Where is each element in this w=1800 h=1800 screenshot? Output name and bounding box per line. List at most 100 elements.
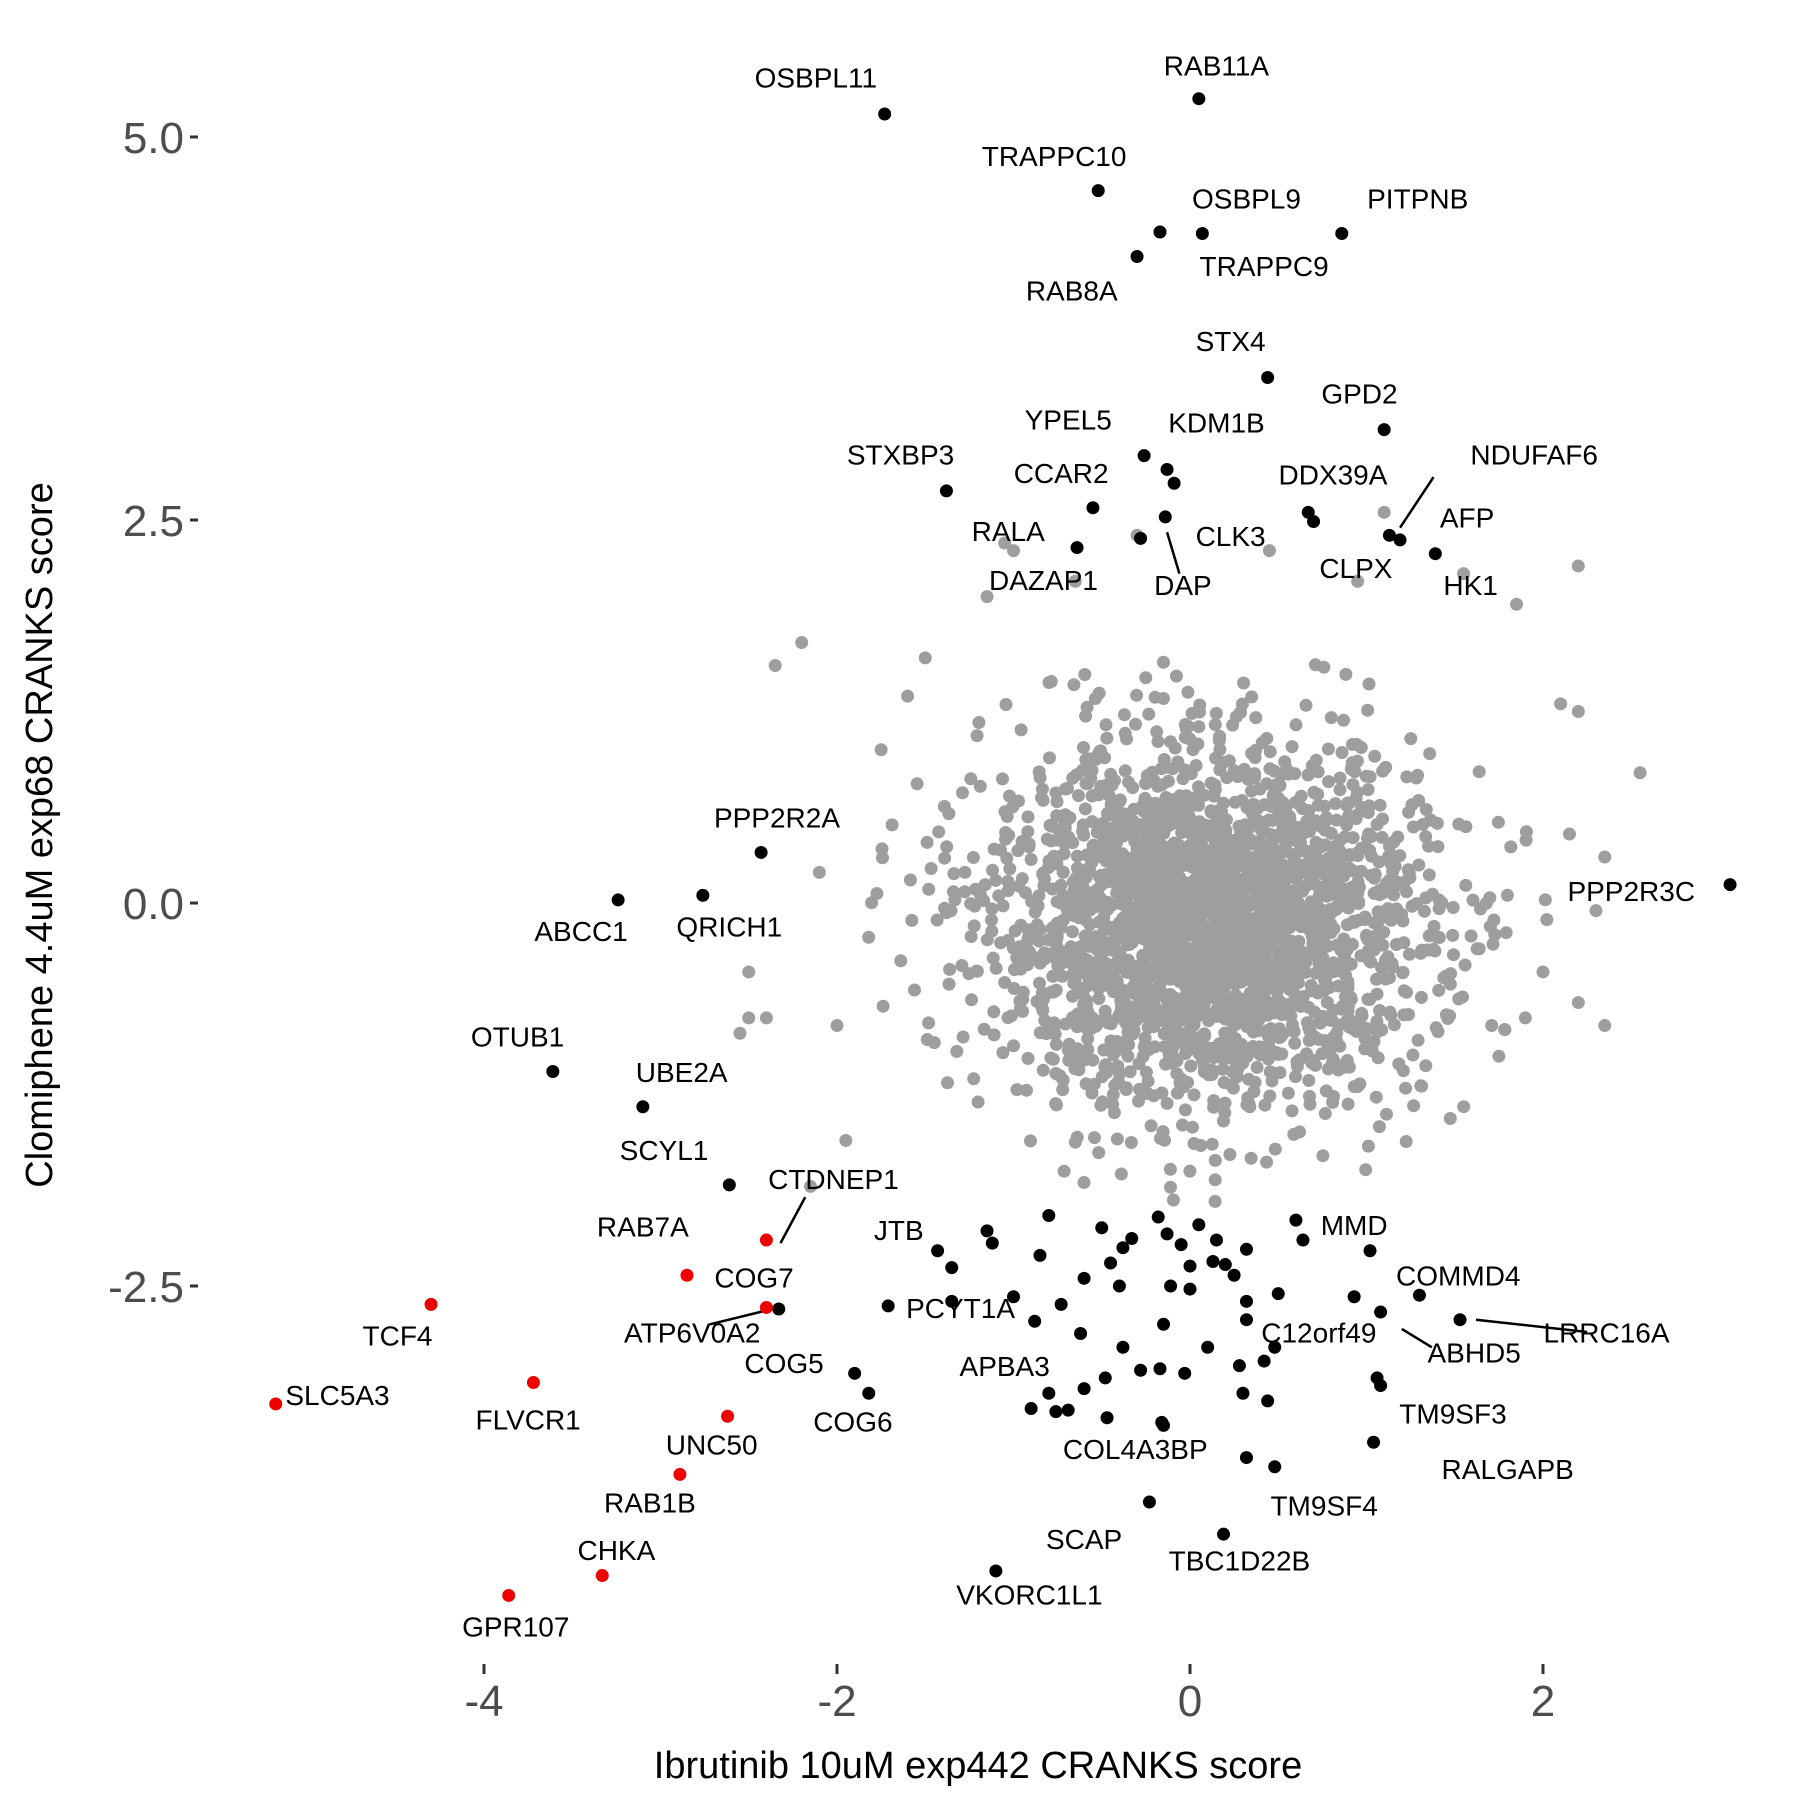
point-label: RALA (972, 516, 1045, 547)
highlighted-point (1158, 510, 1172, 524)
background-point (1370, 927, 1384, 941)
background-point (1167, 1017, 1181, 1031)
background-point (1300, 1047, 1314, 1061)
background-point (1429, 1021, 1443, 1035)
background-point (1310, 840, 1323, 854)
highlighted-point (848, 1366, 862, 1380)
background-point (1302, 1034, 1316, 1047)
point-label: LRRC16A (1544, 1317, 1670, 1348)
background-point (987, 1028, 1001, 1042)
background-point (1510, 597, 1524, 611)
background-point (1043, 751, 1056, 765)
background-point (1315, 1047, 1329, 1061)
background-point (1117, 708, 1131, 722)
background-point (1272, 844, 1286, 858)
highlighted-point (1157, 1418, 1171, 1432)
background-point (1157, 655, 1170, 669)
highlighted-point (1160, 1227, 1174, 1241)
point-label: DAZAP1 (989, 565, 1098, 596)
background-point (1250, 976, 1264, 990)
background-point (1147, 1089, 1161, 1103)
highlighted-point (696, 888, 710, 902)
background-point (1245, 690, 1259, 704)
background-point (1323, 980, 1337, 994)
background-point (1400, 770, 1414, 784)
background-point (978, 878, 992, 892)
highlighted-point (1112, 1279, 1126, 1293)
background-point (1133, 1082, 1146, 1096)
background-point (1021, 1051, 1035, 1065)
point-label: TCF4 (363, 1320, 433, 1351)
point-label: ABHD5 (1427, 1337, 1520, 1368)
leader-line (1401, 1327, 1433, 1349)
background-point (1162, 819, 1176, 833)
background-point (1265, 853, 1279, 867)
background-point (1078, 802, 1092, 816)
background-point (1077, 741, 1090, 754)
background-point (1391, 830, 1405, 844)
background-point (1264, 938, 1278, 952)
background-point (1111, 957, 1125, 971)
background-point (1184, 1059, 1198, 1073)
background-point (1402, 866, 1416, 880)
x-axis-title: Ibrutinib 10uM exp442 CRANKS score (654, 1745, 1302, 1787)
background-point (1412, 794, 1426, 807)
background-point (1038, 872, 1052, 886)
background-point (1049, 1037, 1063, 1051)
background-point (1117, 924, 1131, 937)
background-point (1070, 768, 1084, 782)
highlighted-point (1077, 1271, 1091, 1285)
background-point (1016, 1004, 1029, 1018)
background-point (1283, 908, 1297, 922)
highlighted-point (1183, 1259, 1197, 1273)
background-point (1138, 913, 1152, 927)
background-point (1035, 791, 1048, 805)
background-point (1289, 718, 1303, 732)
highlighted-point (1134, 531, 1148, 545)
background-point (1414, 990, 1428, 1004)
background-point (1446, 901, 1460, 914)
background-point (1157, 955, 1171, 969)
background-point (1090, 788, 1103, 801)
background-point (996, 899, 1010, 913)
background-point (1228, 988, 1242, 1002)
background-point (1396, 914, 1410, 928)
background-point (1147, 1020, 1161, 1034)
background-point (1361, 1139, 1375, 1153)
background-point (1344, 992, 1358, 1006)
background-point (1175, 826, 1189, 840)
background-point (1328, 797, 1342, 811)
highlighted-point (931, 1244, 945, 1258)
background-point (1070, 849, 1084, 863)
highlighted-point (1723, 878, 1737, 892)
background-point (1228, 955, 1242, 969)
background-point (1479, 896, 1493, 910)
background-point (956, 1030, 970, 1044)
highlighted-point (1268, 1340, 1282, 1354)
background-point (1234, 1048, 1248, 1062)
background-point (942, 977, 956, 991)
point-label: VKORC1L1 (956, 1579, 1102, 1610)
background-point (1383, 1005, 1397, 1019)
background-point (1379, 760, 1393, 774)
background-point (1323, 1013, 1337, 1027)
background-point (1080, 1021, 1094, 1035)
background-point (1138, 793, 1152, 807)
background-point (1161, 774, 1175, 788)
background-point (1128, 824, 1142, 837)
background-point (1056, 1083, 1070, 1097)
background-point (1414, 1079, 1428, 1093)
point-label: UBE2A (636, 1057, 728, 1088)
background-point (1309, 753, 1323, 767)
background-point (1540, 913, 1554, 927)
point-label: COL4A3BP (1063, 1434, 1208, 1465)
point-label: RAB1B (604, 1487, 696, 1518)
background-point (862, 930, 876, 944)
background-point (1337, 713, 1350, 727)
background-point (1483, 919, 1497, 933)
background-point (986, 951, 1000, 965)
background-point (1345, 937, 1359, 951)
background-point (1121, 938, 1134, 952)
background-point (1178, 1103, 1192, 1117)
